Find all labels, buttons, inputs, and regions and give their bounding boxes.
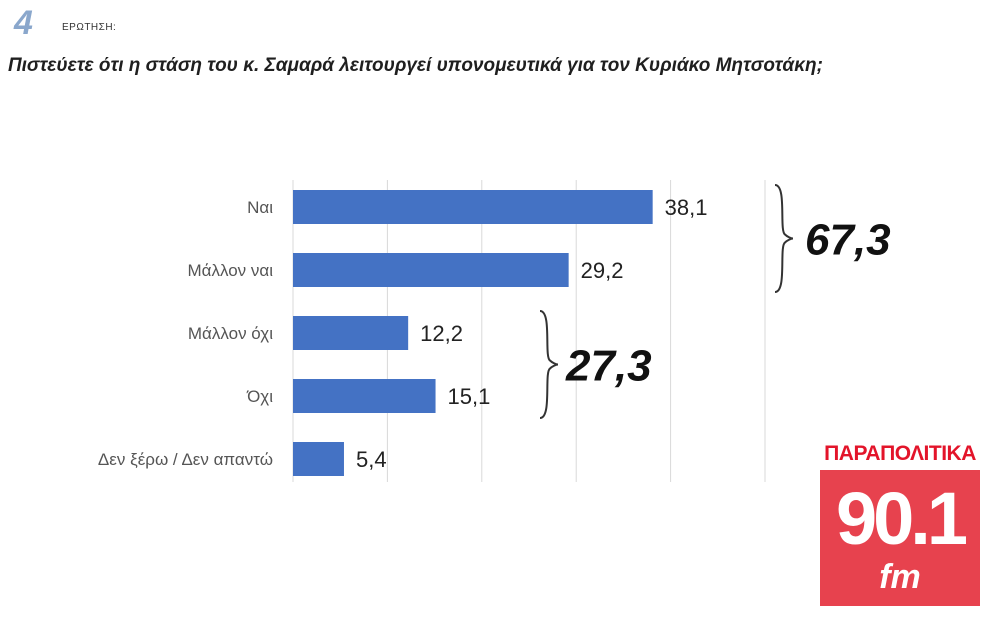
logo-frequency: 90.1 — [835, 477, 968, 560]
data-label: 29,2 — [581, 258, 624, 283]
category-label: Μάλλον όχι — [188, 324, 273, 343]
station-logo: ΠΑΡΑΠΟΛΙΤΙΚΑ 90.1 fm — [818, 440, 982, 608]
bar — [293, 316, 409, 350]
data-label: 12,2 — [420, 321, 463, 346]
question-label: ΕΡΩΤΗΣΗ: — [62, 22, 117, 33]
group-brace — [774, 184, 794, 293]
category-label: Ναι — [247, 198, 273, 217]
logo-brand-text: ΠΑΡΑΠΟΛΙΤΙΚΑ — [818, 440, 982, 468]
data-label: 38,1 — [665, 195, 708, 220]
data-label: 5,4 — [356, 447, 387, 472]
data-label: 15,1 — [448, 384, 491, 409]
category-label: Μάλλον ναι — [187, 261, 273, 280]
category-label: Όχι — [246, 387, 273, 406]
bar — [293, 442, 344, 476]
group-total-label: 67,3 — [805, 216, 891, 265]
group-total-label: 27,3 — [565, 342, 652, 391]
question-number: 4 — [14, 4, 33, 42]
logo-box: 90.1 fm — [820, 470, 980, 606]
group-brace — [539, 310, 559, 419]
question-text: Πιστεύετε ότι η στάση του κ. Σαμαρά λειτ… — [8, 55, 823, 76]
category-label: Δεν ξέρω / Δεν απαντώ — [98, 450, 273, 469]
logo-fm: fm — [879, 558, 921, 596]
bar — [293, 190, 653, 224]
bar — [293, 253, 569, 287]
bar — [293, 379, 436, 413]
